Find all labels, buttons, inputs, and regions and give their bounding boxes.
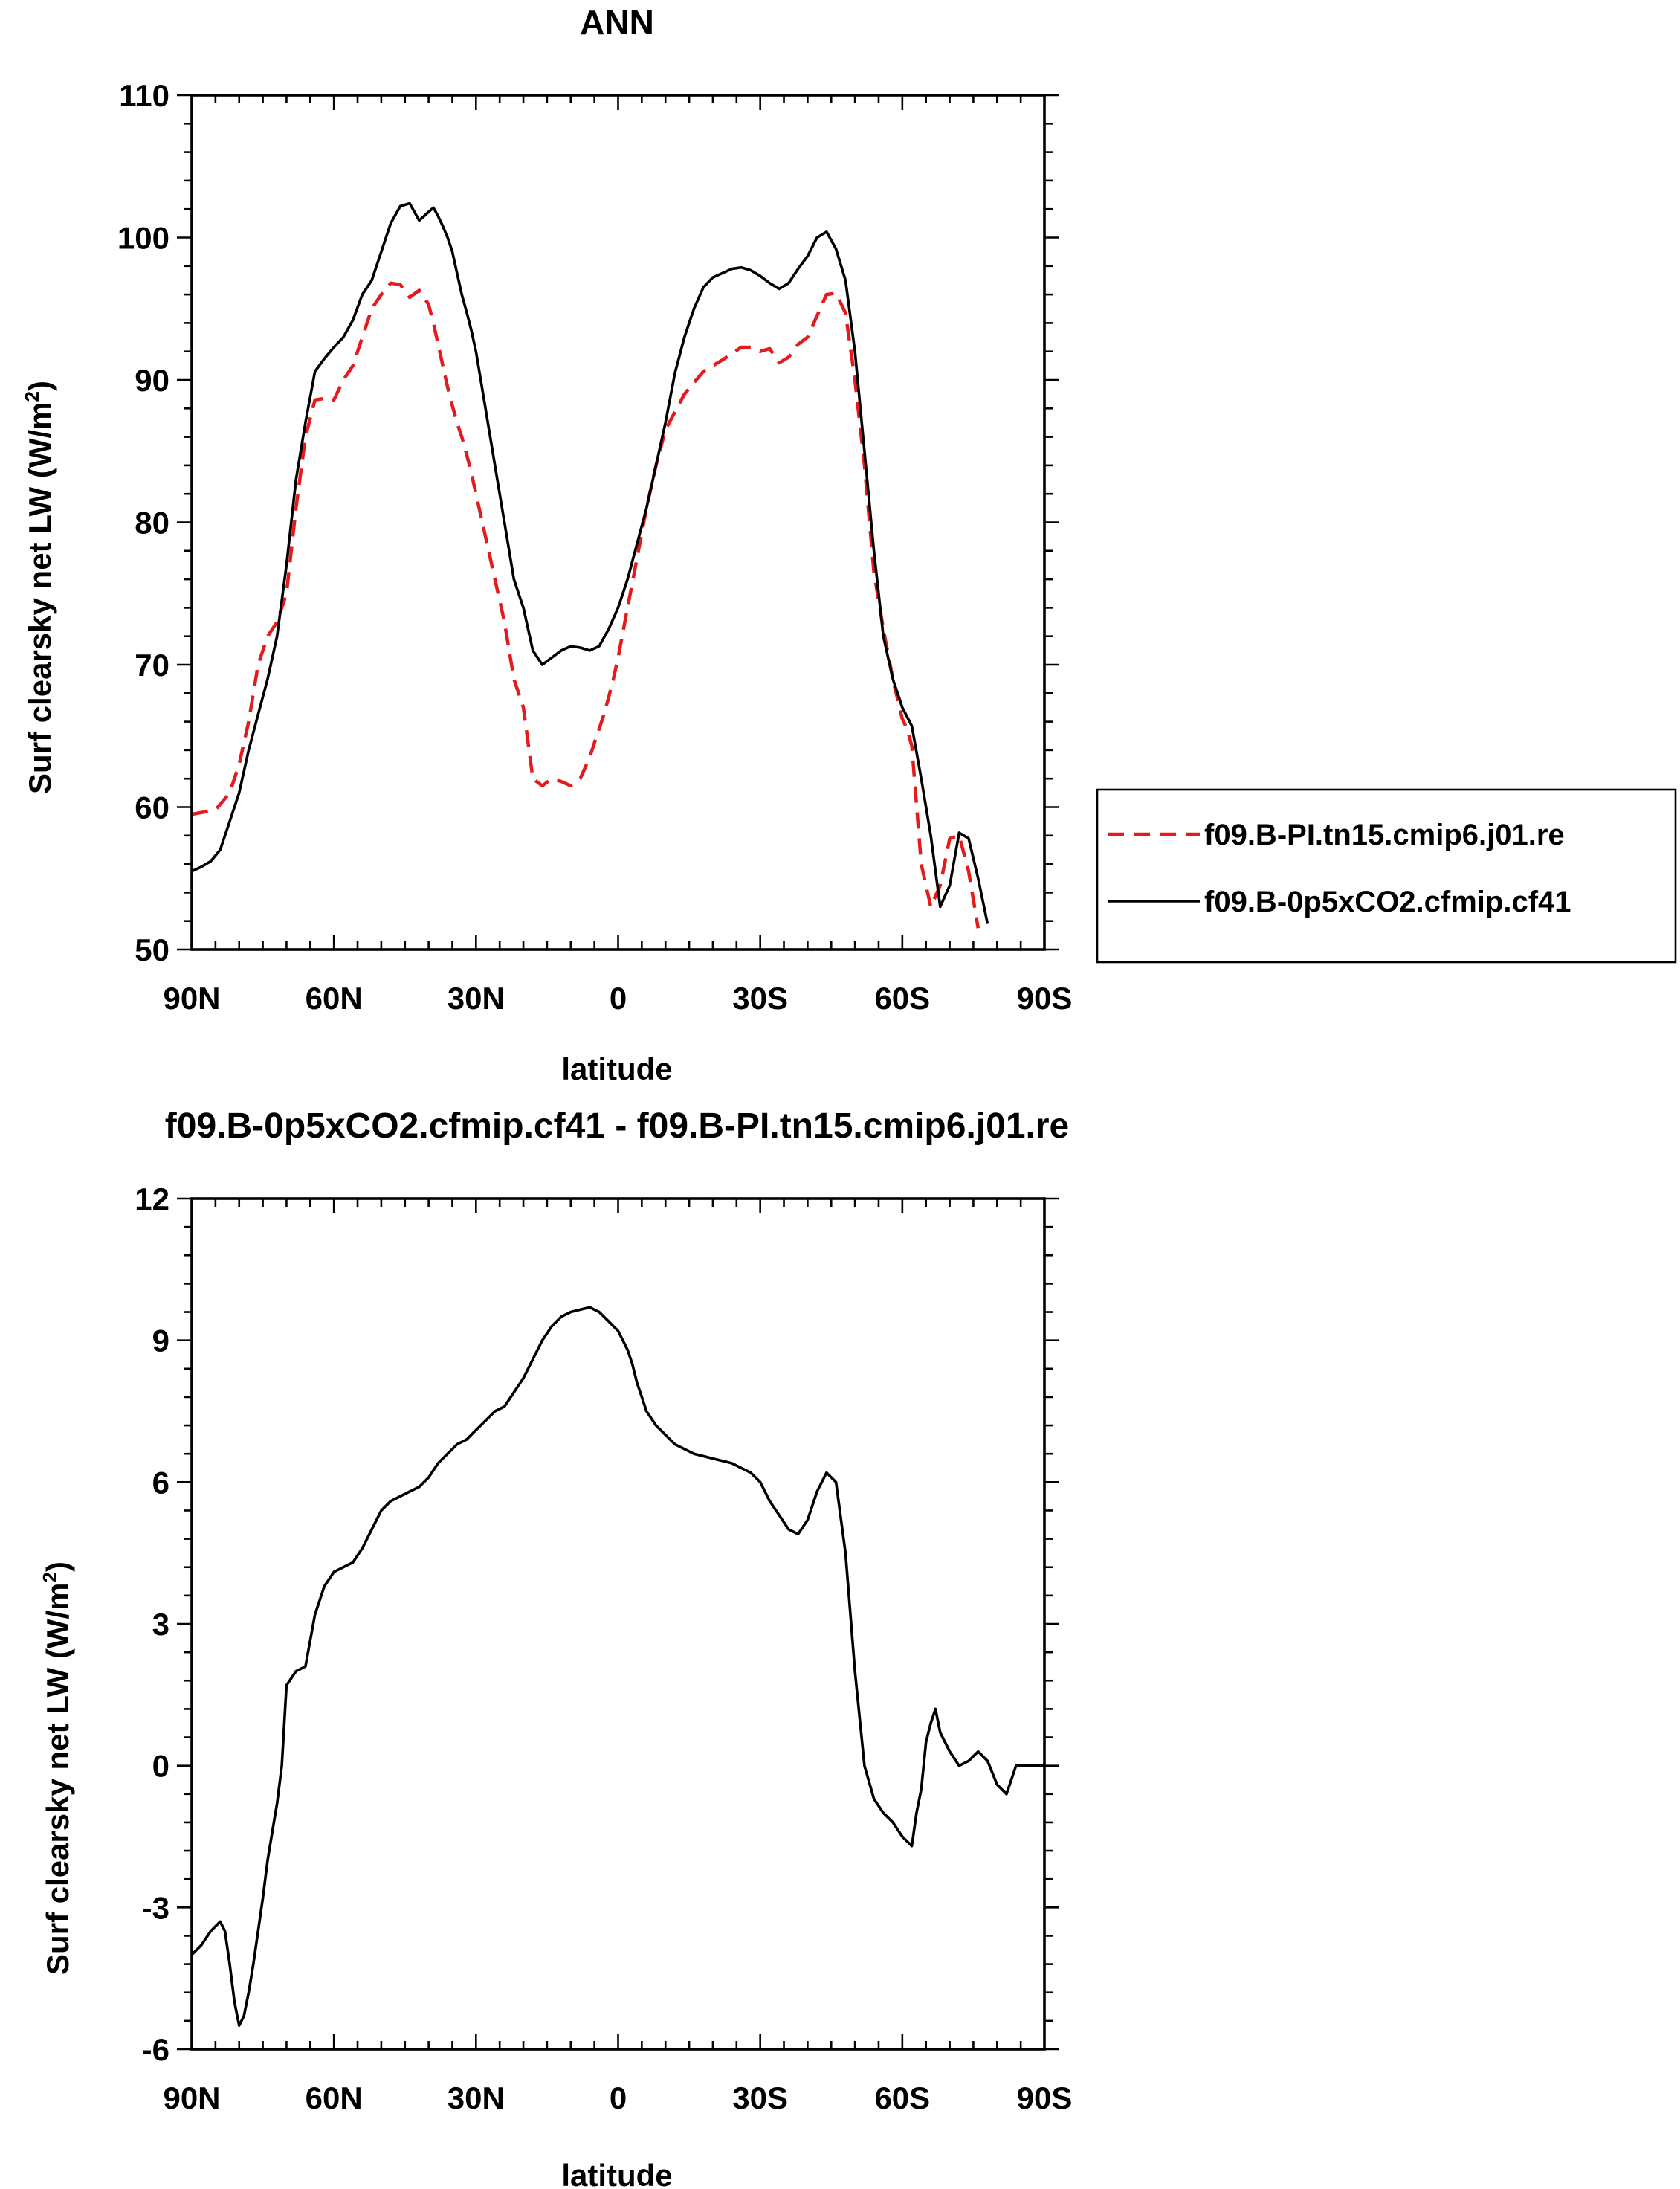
top-panel-y-tick-label: 100	[117, 221, 169, 256]
bottom-panel-title: f09.B-0p5xCO2.cfmip.cf41 - f09.B-PI.tn15…	[165, 1106, 1069, 1146]
top-panel-y-tick-label: 110	[119, 78, 169, 113]
legend-box	[1096, 788, 1677, 964]
bottom-panel-x-tick-label: 30N	[448, 2080, 505, 2115]
top-panel: ANN 90N 60N 30N 0 30S 60S 90S5060708090100110 …	[21, 3, 1072, 1086]
bottom-panel-x-tick-label: 0	[610, 2080, 627, 2115]
bottom-panel-x-tick-label: 30S	[732, 2080, 788, 2115]
top-panel-y-axis-label: Surf clearsky net LW (W/m2)	[21, 381, 57, 794]
top-panel-x-axis-label: latitude	[561, 1051, 672, 1086]
top-panel-y-axis-label-sup: 2	[21, 391, 43, 402]
bottom-panel-series-line-0	[190, 1306, 1044, 2027]
top-panel-y-axis-label-main: Surf clearsky net LW (W/m	[22, 402, 57, 794]
bottom-panel-y-axis-label: Surf clearsky net LW (W/m2)	[39, 1561, 75, 1975]
top-panel-x-tick-label: 90S	[1017, 981, 1073, 1016]
bottom-panel-plot-area: 90N 60N 30N 0 30S 60S 90S -6 -3 0 3 6 9 12	[135, 1181, 1072, 2115]
bottom-panel-x-axis-label: latitude	[561, 2158, 672, 2189]
bottom-panel-x-tick-label: 60N	[306, 2080, 363, 2115]
top-panel-y-axis-label-close: )	[22, 381, 57, 391]
bottom-panel: f09.B-0p5xCO2.cfmip.cf41 - f09.B-PI.tn15…	[39, 1106, 1072, 2189]
bottom-panel-y-axis-label-close: )	[40, 1561, 75, 1572]
bottom-panel-y-tick-label: 0	[152, 1749, 169, 1784]
top-panel-x-tick-label: 90N	[163, 981, 220, 1016]
top-panel-title: ANN	[580, 3, 654, 42]
top-panel-x-tick-label: 60N	[306, 981, 363, 1016]
bottom-panel-y-tick-label: -6	[142, 2032, 169, 2067]
top-panel-x-tick-label: 30N	[448, 981, 505, 1016]
top-panel-series-line-1	[191, 202, 989, 924]
top-panel-y-tick-label: 70	[135, 648, 169, 683]
bottom-panel-y-tick-label: -3	[142, 1890, 169, 1925]
top-panel-x-tick-label: 60S	[874, 981, 930, 1016]
top-panel-x-tick-label: 30S	[732, 981, 788, 1016]
bottom-panel-y-tick-label: 9	[152, 1324, 169, 1358]
top-panel-y-tick-label: 60	[135, 790, 169, 825]
bottom-panel-x-tick-label: 60S	[874, 2080, 930, 2115]
bottom-panel-y-tick-label: 12	[135, 1181, 169, 1216]
bottom-panel-y-axis-label-main: Surf clearsky net LW (W/m	[40, 1583, 75, 1975]
legend-label-pi: f09.B-PI.tn15.cmip6.j01.re	[1204, 819, 1565, 851]
bottom-panel-x-tick-label: 90N	[163, 2080, 220, 2115]
top-panel-plot-area: 90N 60N 30N 0 30S 60S 90S 50 60 70 80 90 100 110	[117, 78, 1072, 1016]
bottom-panel-x-tick-label: 90S	[1017, 2080, 1073, 2115]
bottom-panel-y-tick-label: 3	[152, 1607, 169, 1642]
legend-label-0p5xco2: f09.B-0p5xCO2.cfmip.cf41	[1204, 886, 1571, 918]
top-panel-series-line-0	[191, 281, 980, 929]
bottom-panel-y-tick-label: 6	[152, 1465, 169, 1500]
top-panel-y-tick-label: 90	[135, 363, 169, 398]
bottom-panel-y-axis-label-sup: 2	[39, 1572, 61, 1582]
top-panel-y-tick-label: 80	[135, 506, 169, 541]
top-panel-x-tick-label: 0	[610, 981, 627, 1016]
legend: f09.B-PI.tn15.cmip6.j01.re f09.B-0p5xCO2…	[1096, 788, 1677, 964]
top-panel-y-tick-label: 50	[135, 932, 169, 967]
